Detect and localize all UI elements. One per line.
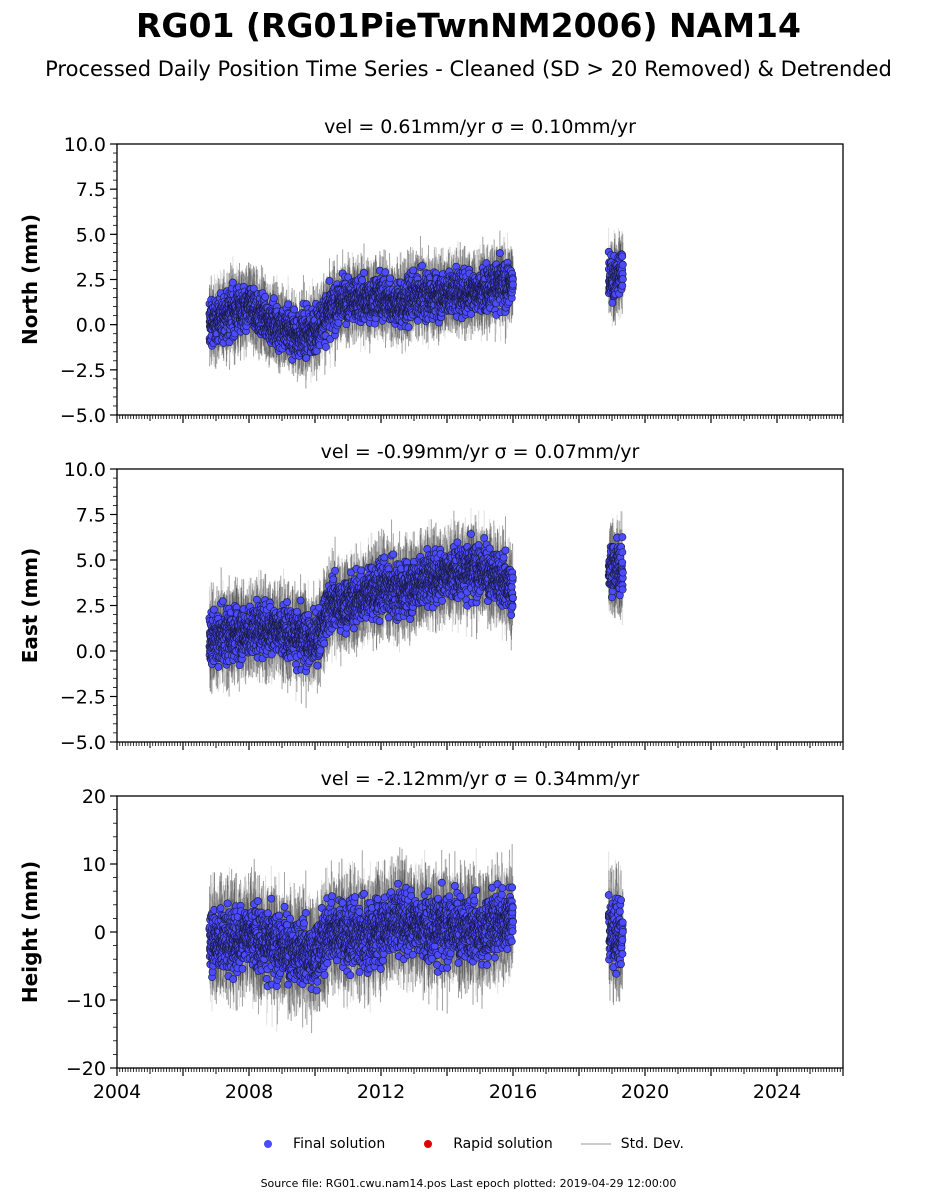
final-solution-point (269, 294, 278, 303)
final-solution-point (358, 276, 367, 284)
chart-title: RG01 (RG01PieTwnNM2006) NAM14 (0, 6, 937, 45)
final-solution-point (290, 305, 299, 314)
north-plot-area (205, 227, 627, 389)
final-solution-point (381, 268, 390, 277)
final-solution-point (360, 268, 368, 277)
final-solution-point (302, 353, 311, 362)
final-solution-point (321, 343, 330, 351)
final-solution-point (261, 292, 270, 301)
chart-subtitle: Processed Daily Position Time Series - C… (0, 57, 937, 81)
final-solution-point (325, 277, 334, 285)
final-solution-point (228, 278, 237, 287)
final-solution-point (284, 300, 292, 309)
